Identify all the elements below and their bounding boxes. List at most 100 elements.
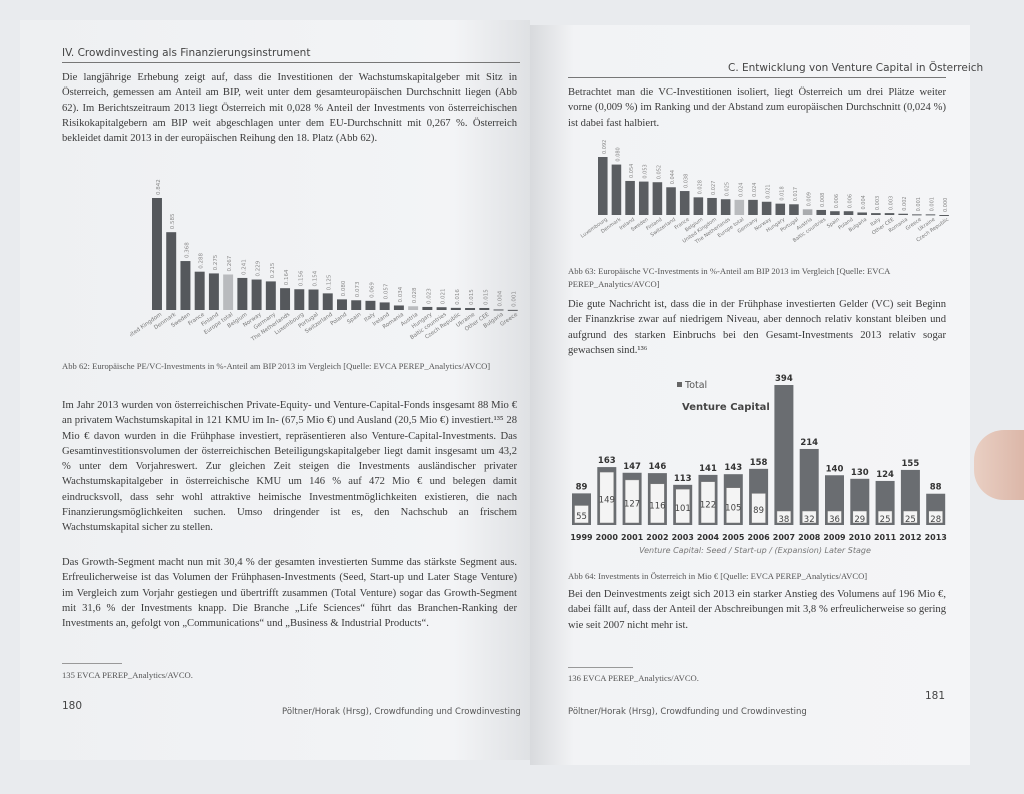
data-label: 0.021 [766, 184, 772, 198]
bar-romania [898, 213, 908, 215]
data-label: 0.015 [469, 289, 475, 305]
footnote-135: 135 EVCA PEREP_Analytics/AVCO. [62, 670, 193, 680]
data-label: 0.275 [213, 254, 219, 270]
venture-label: 28 [930, 515, 941, 525]
data-label: 0.125 [327, 274, 333, 290]
venture-label: 25 [905, 515, 916, 525]
bar-hungary [775, 203, 786, 215]
total-label: 89 [576, 482, 588, 492]
bar-venture-2000 [599, 471, 615, 524]
bar-czech-republic [450, 307, 461, 310]
total-label: 214 [800, 438, 818, 448]
data-label: 0.024 [738, 183, 744, 197]
bar-czech-republic [939, 215, 949, 216]
data-label: 0.267 [227, 255, 233, 271]
bar-norway [251, 279, 262, 310]
footnote-rule [62, 663, 122, 664]
bar-ireland [625, 180, 635, 215]
data-label: 0.006 [834, 194, 840, 208]
bar-sweden [180, 261, 191, 310]
bar-europe-total [223, 274, 234, 310]
bar-total-2007 [774, 385, 794, 525]
footnote-rule [568, 667, 633, 668]
bar-total-2008 [799, 448, 819, 525]
venture-label: 38 [778, 515, 789, 525]
data-label: 0.080 [615, 147, 621, 161]
data-label: 0.038 [684, 174, 690, 188]
bar-the-netherlands [720, 199, 731, 215]
data-label: 0.024 [752, 183, 758, 197]
bar-venture-2006 [751, 493, 766, 524]
bar-portugal [308, 289, 319, 310]
data-label: 0.288 [199, 252, 205, 268]
right-paragraph-2: Die gute Nachricht ist, dass die in der … [568, 299, 946, 356]
bar-austria [408, 306, 419, 310]
bar-venture-2010 [852, 510, 868, 524]
bar-venture-2011 [877, 510, 893, 524]
bar-italy [365, 300, 376, 310]
data-label: 0.004 [861, 195, 867, 209]
year-label: 2001 [621, 533, 644, 542]
data-label: 0.241 [241, 259, 247, 275]
data-label: 0.015 [483, 289, 489, 305]
left-paragraph-3: Das Growth-Segment macht nun mit 30,4 % … [62, 557, 517, 630]
chart-abb-63: 0.092Luxembourg0.080Denmark0.054Ireland0… [580, 140, 950, 246]
bar-spain [351, 300, 362, 310]
data-label: 0.027 [711, 181, 717, 195]
x-axis-label: Venture Capital: Seed / Start-up / (Expa… [639, 546, 871, 555]
bar-spain [830, 211, 840, 215]
year-label: 2004 [697, 533, 720, 542]
bar-venture-2004 [700, 481, 716, 524]
total-label: 140 [826, 464, 844, 474]
left-paragraph-1: Die langjährige Erhebung zeigt auf, dass… [62, 72, 517, 145]
total-label: 88 [930, 483, 942, 493]
year-label: 2008 [798, 533, 821, 542]
chart-title: Venture Capital [682, 402, 770, 413]
total-label: 113 [674, 474, 692, 484]
data-label: 0.156 [298, 270, 304, 286]
year-label: 2003 [672, 533, 694, 542]
total-label: 394 [775, 374, 793, 384]
bar-france [194, 271, 205, 310]
data-label: 0.002 [902, 196, 908, 210]
category-label: Poland [330, 312, 348, 327]
legend-total: Total [684, 380, 707, 391]
category-label: Spain [346, 311, 362, 325]
year-label: 2005 [722, 533, 745, 542]
right-paragraph-3: Bei den Deinvestments zeigt sich 2013 ei… [568, 589, 946, 631]
bar-norway [761, 201, 772, 215]
bar-denmark [166, 232, 177, 310]
bar-venture-1999 [574, 505, 589, 524]
bar-baltic-countries [816, 209, 827, 215]
bar-finland [652, 182, 663, 215]
data-label: 0.164 [284, 269, 290, 285]
data-label: 0.073 [355, 281, 361, 297]
data-label: 0.001 [929, 197, 935, 211]
bar-venture-2001 [624, 479, 640, 524]
data-label: 0.028 [412, 287, 418, 303]
total-label: 143 [724, 463, 742, 473]
bar-hungary [422, 306, 433, 310]
bar-germany [748, 199, 758, 215]
bar-venture-2007 [776, 510, 792, 524]
venture-label: 122 [700, 500, 716, 510]
total-label: 158 [750, 458, 768, 468]
data-label: 0.229 [256, 260, 262, 276]
venture-label: 29 [854, 515, 865, 525]
venture-label: 101 [675, 504, 691, 514]
total-label: 147 [623, 462, 641, 472]
data-label: 0.585 [170, 213, 176, 229]
legend-swatch [677, 382, 682, 387]
data-label: 0.842 [156, 179, 162, 195]
right-footer: Pöltner/Horak (Hrsg), Crowdfunding und C… [568, 707, 807, 717]
year-label: 2012 [899, 533, 921, 542]
data-label: 0.018 [779, 186, 785, 200]
venture-label: 36 [829, 515, 840, 525]
venture-label: 149 [599, 496, 615, 506]
bar-venture-2013 [928, 510, 943, 524]
bar-ukraine [465, 308, 476, 310]
bar-poland [337, 299, 347, 310]
bar-united-kingdom [707, 197, 717, 215]
total-label: 146 [649, 462, 667, 472]
data-label: 0.092 [602, 140, 608, 154]
